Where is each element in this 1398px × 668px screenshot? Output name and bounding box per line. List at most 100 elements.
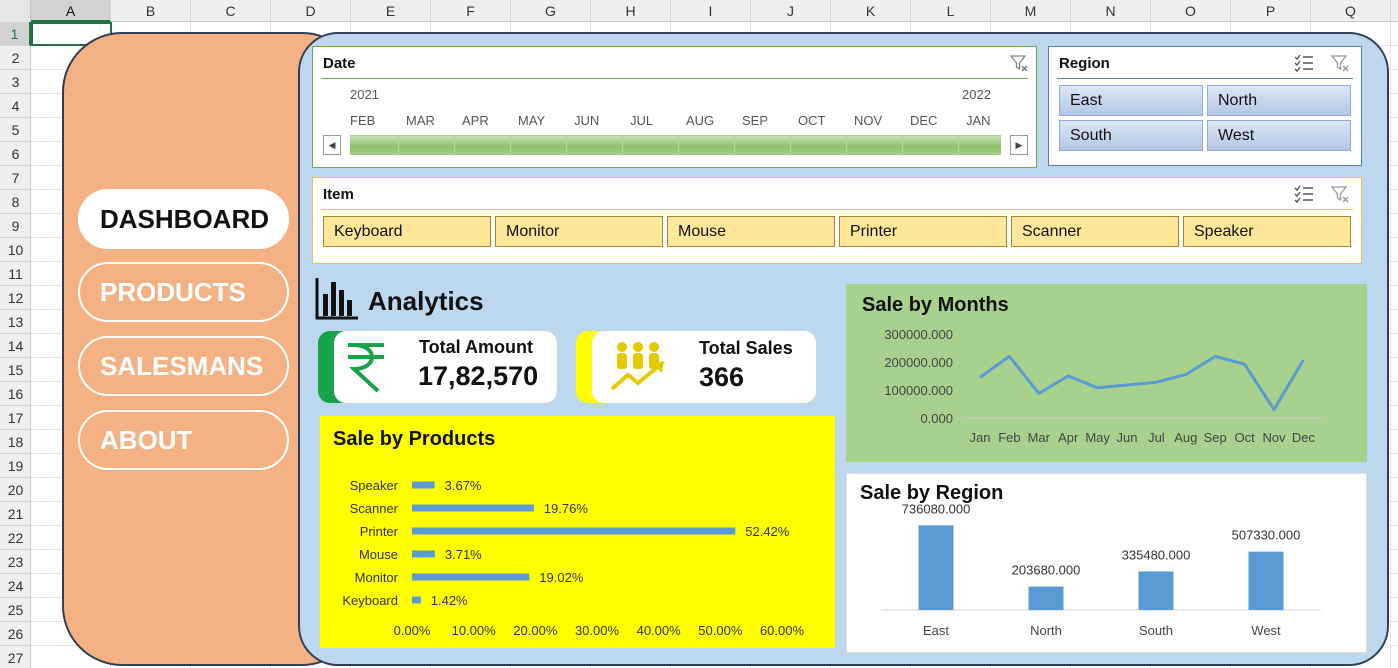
region-north-button[interactable]: North xyxy=(1207,85,1351,116)
column-header-c[interactable]: C xyxy=(191,0,271,22)
sale-by-region-chart[interactable]: Sale by Region 736080.000 East 203680.000 N… xyxy=(846,473,1367,653)
row-header-27[interactable]: 27 xyxy=(0,646,31,668)
timeline-month-jun[interactable]: JUN xyxy=(574,113,600,128)
timeline-month-oct[interactable]: OCT xyxy=(798,113,826,128)
column-header-e[interactable]: E xyxy=(351,0,431,22)
column-header-b[interactable]: B xyxy=(111,0,191,22)
row-header-23[interactable]: 23 xyxy=(0,550,31,574)
bar-mouse xyxy=(412,550,435,558)
row-header-12[interactable]: 12 xyxy=(0,286,31,310)
row-header-9[interactable]: 9 xyxy=(0,214,31,238)
region-west-button[interactable]: West xyxy=(1207,120,1351,151)
column-header-q[interactable]: Q xyxy=(1311,0,1391,22)
column-header-m[interactable]: M xyxy=(991,0,1071,22)
column-header-n[interactable]: N xyxy=(1071,0,1151,22)
row-header-6[interactable]: 6 xyxy=(0,142,31,166)
nav-about-button[interactable]: ABOUT xyxy=(78,410,289,470)
sale-by-months-chart[interactable]: Sale by Months 300000.000 200000.000 10000… xyxy=(846,284,1367,462)
select-all-corner[interactable] xyxy=(0,0,31,22)
timeline-month-jul[interactable]: JUL xyxy=(630,113,654,128)
y-tick-label: 100000.000 xyxy=(884,383,953,398)
bar-west xyxy=(1248,551,1284,610)
data-label-keyboard: 1.42% xyxy=(431,593,468,608)
clear-filter-icon[interactable] xyxy=(1329,52,1351,74)
column-header-f[interactable]: F xyxy=(431,0,511,22)
nav-products-button[interactable]: PRODUCTS xyxy=(78,262,289,322)
item-keyboard-button[interactable]: Keyboard xyxy=(323,216,491,247)
row-header-2[interactable]: 2 xyxy=(0,46,31,70)
row-header-19[interactable]: 19 xyxy=(0,454,31,478)
item-speaker-button[interactable]: Speaker xyxy=(1183,216,1351,247)
row-header-22[interactable]: 22 xyxy=(0,526,31,550)
timeline-month-jan[interactable]: JAN xyxy=(966,113,991,128)
row-header-24[interactable]: 24 xyxy=(0,574,31,598)
bar-monitor xyxy=(412,573,530,581)
bar-east xyxy=(918,525,954,610)
row-header-16[interactable]: 16 xyxy=(0,382,31,406)
people-growth-icon xyxy=(610,342,664,391)
multiselect-icon[interactable] xyxy=(1293,52,1315,74)
row-header-5[interactable]: 5 xyxy=(0,118,31,142)
row-header-17[interactable]: 17 xyxy=(0,406,31,430)
column-header-g[interactable]: G xyxy=(511,0,591,22)
category-label-west: West xyxy=(1251,623,1281,638)
clear-filter-icon[interactable] xyxy=(1008,52,1030,74)
column-header-h[interactable]: H xyxy=(591,0,671,22)
row-header-26[interactable]: 26 xyxy=(0,622,31,646)
row-header-14[interactable]: 14 xyxy=(0,334,31,358)
timeline-month-aug[interactable]: AUG xyxy=(686,113,715,128)
data-label-north: 203680.000 xyxy=(1012,563,1081,578)
timeline-month-mar[interactable]: MAR xyxy=(406,113,435,128)
date-timeline-slicer[interactable]: Date 2021 2022 ◀ ▶ FEB MAR APR MAY JUN JUL AUG… xyxy=(312,46,1037,168)
column-header-i[interactable]: I xyxy=(671,0,751,22)
timeline-scroll-left-icon[interactable]: ◀ xyxy=(323,135,341,155)
row-header-4[interactable]: 4 xyxy=(0,94,31,118)
category-label-keyboard: Keyboard xyxy=(342,593,398,608)
timeline-month-feb[interactable]: FEB xyxy=(350,113,376,128)
timeline-month-nov[interactable]: NOV xyxy=(854,113,883,128)
column-header-k[interactable]: K xyxy=(831,0,911,22)
row-header-13[interactable]: 13 xyxy=(0,310,31,334)
row-header-20[interactable]: 20 xyxy=(0,478,31,502)
clear-filter-icon[interactable] xyxy=(1329,183,1351,205)
x-tick-label: 50.00% xyxy=(698,623,743,638)
row-header-8[interactable]: 8 xyxy=(0,190,31,214)
total-sales-card: Total Sales 366 xyxy=(576,331,816,403)
timeline-month-dec[interactable]: DEC xyxy=(910,113,938,128)
sale-by-products-chart[interactable]: Sale by Products Speaker 3.67% Scanner 19.7… xyxy=(320,416,835,648)
row-header-11[interactable]: 11 xyxy=(0,262,31,286)
timeline-scroll-right-icon[interactable]: ▶ xyxy=(1010,135,1028,155)
column-header-d[interactable]: D xyxy=(271,0,351,22)
column-header-o[interactable]: O xyxy=(1151,0,1231,22)
row-header-15[interactable]: 15 xyxy=(0,358,31,382)
region-south-button[interactable]: South xyxy=(1059,120,1203,151)
x-tick-label-dec: Dec xyxy=(1292,430,1316,445)
row-header-7[interactable]: 7 xyxy=(0,166,31,190)
region-east-button[interactable]: East xyxy=(1059,85,1203,116)
timeline-selection-bar[interactable] xyxy=(350,135,1001,156)
item-printer-button[interactable]: Printer xyxy=(839,216,1007,247)
column-header-a[interactable]: A xyxy=(31,0,111,22)
timeline-month-apr[interactable]: APR xyxy=(462,113,489,128)
item-scanner-button[interactable]: Scanner xyxy=(1011,216,1179,247)
timeline-month-may[interactable]: MAY xyxy=(518,113,546,128)
column-header-l[interactable]: L xyxy=(911,0,991,22)
row-header-25[interactable]: 25 xyxy=(0,598,31,622)
item-slicer[interactable]: Item Keyboard Monitor Mouse Printer Scan… xyxy=(312,177,1362,264)
region-slicer[interactable]: Region East North South West xyxy=(1048,46,1362,166)
y-tick-label: 200000.000 xyxy=(884,355,953,370)
timeline-month-sep[interactable]: SEP xyxy=(742,113,769,128)
bar-printer xyxy=(412,527,736,535)
column-header-j[interactable]: J xyxy=(751,0,831,22)
row-header-3[interactable]: 3 xyxy=(0,70,31,94)
row-header-18[interactable]: 18 xyxy=(0,430,31,454)
nav-dashboard-button[interactable]: DASHBOARD xyxy=(78,189,289,249)
item-monitor-button[interactable]: Monitor xyxy=(495,216,663,247)
multiselect-icon[interactable] xyxy=(1293,183,1315,205)
row-header-10[interactable]: 10 xyxy=(0,238,31,262)
nav-salesmans-button[interactable]: SALESMANS xyxy=(78,336,289,396)
row-header-21[interactable]: 21 xyxy=(0,502,31,526)
item-mouse-button[interactable]: Mouse xyxy=(667,216,835,247)
row-header-1[interactable]: 1 xyxy=(0,22,31,46)
column-header-p[interactable]: P xyxy=(1231,0,1311,22)
